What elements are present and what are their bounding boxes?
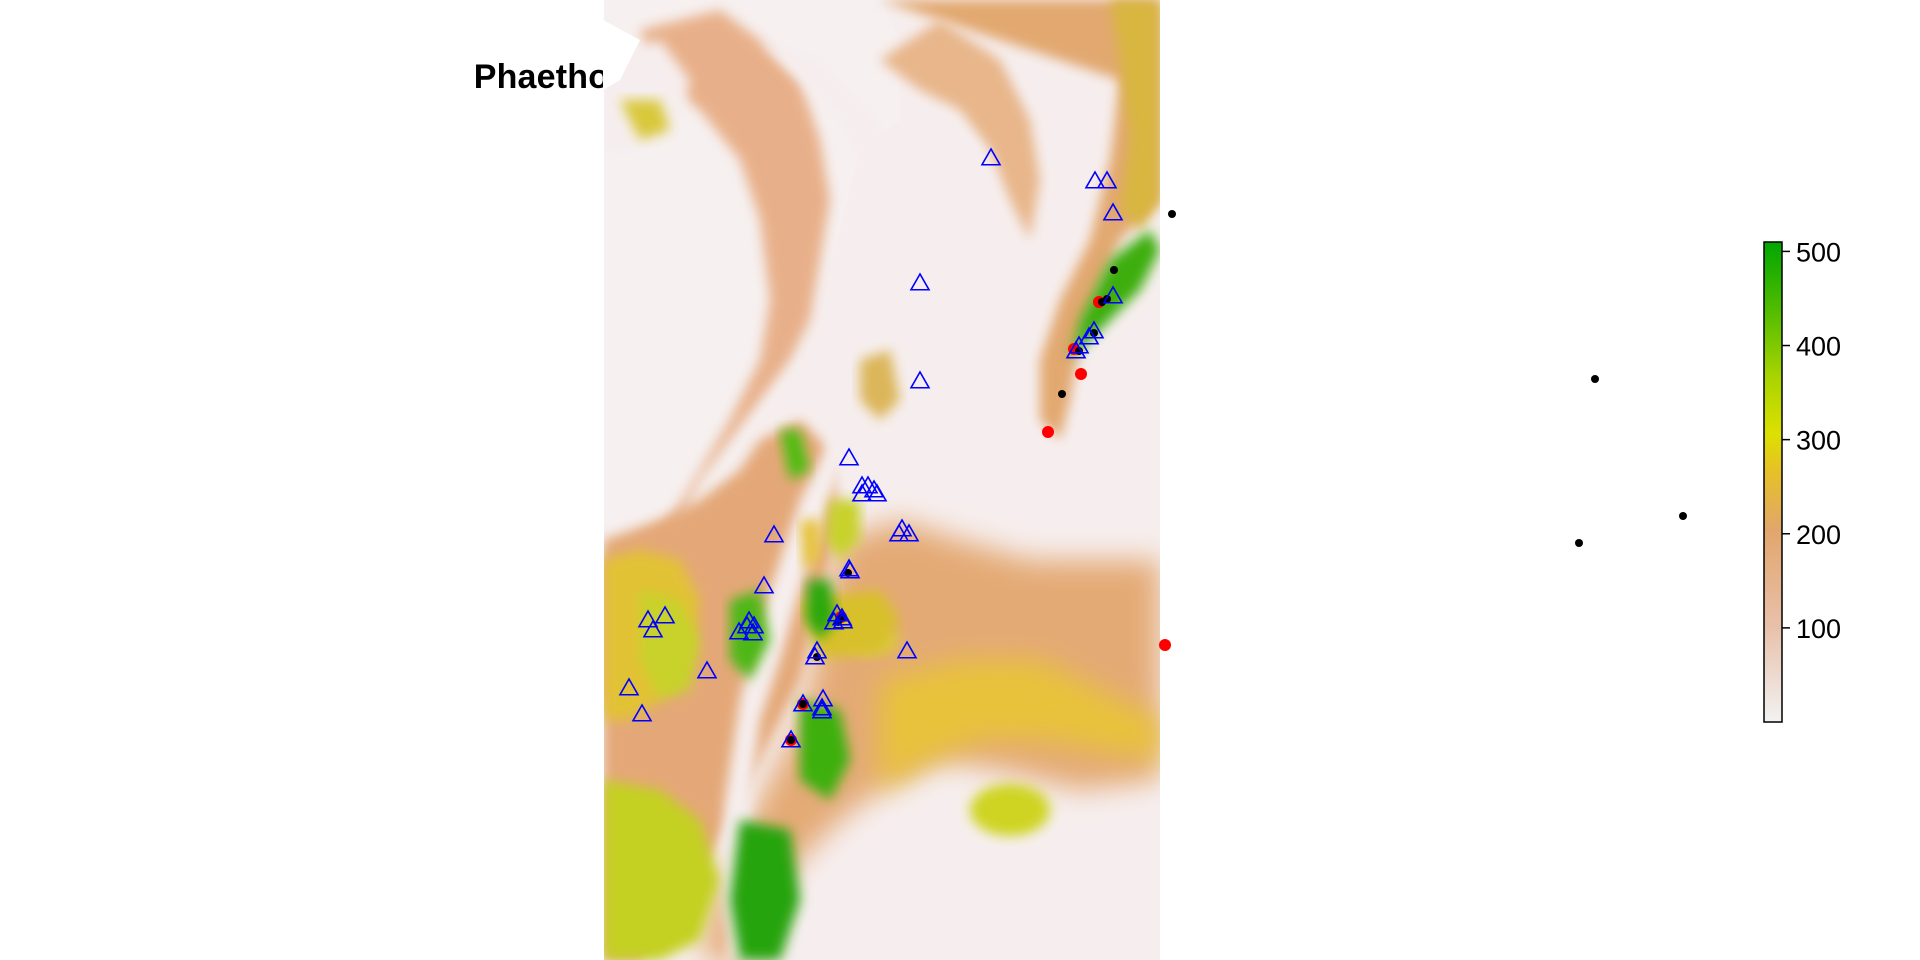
triangle-marker xyxy=(1078,326,1100,345)
triangle-marker xyxy=(898,523,920,542)
triangle-marker xyxy=(1096,170,1118,189)
triangle-marker xyxy=(839,560,861,579)
black-occurrence-dot xyxy=(1058,390,1066,398)
elevation-raster xyxy=(603,0,1160,960)
triangle-marker xyxy=(654,605,676,624)
triangle-marker xyxy=(1102,285,1124,304)
triangle-marker xyxy=(780,729,802,748)
black-occurrence-dot xyxy=(1168,210,1176,218)
triangle-marker xyxy=(838,447,860,466)
triangle-marker xyxy=(812,688,834,707)
red-occurrence-dot xyxy=(1159,639,1171,651)
triangle-marker xyxy=(811,700,833,719)
triangle-marker xyxy=(891,518,913,537)
triangle-marker xyxy=(806,640,828,659)
triangle-marker xyxy=(831,607,853,626)
red-occurrence-dot xyxy=(1042,426,1054,438)
triangle-marker xyxy=(753,575,775,594)
triangle-marker xyxy=(909,272,931,291)
triangle-marker xyxy=(642,619,664,638)
black-occurrence-dot xyxy=(1679,512,1687,520)
triangle-marker xyxy=(738,610,760,629)
black-occurrence-dot xyxy=(1110,266,1118,274)
triangle-marker xyxy=(980,147,1002,166)
triangle-marker xyxy=(851,483,873,502)
legend-tick-label: 400 xyxy=(1796,332,1841,362)
triangle-marker xyxy=(826,603,848,622)
triangle-marker xyxy=(1102,202,1124,221)
black-occurrence-dot xyxy=(1591,375,1599,383)
triangle-marker xyxy=(792,693,814,712)
red-occurrence-dot xyxy=(1075,368,1087,380)
triangle-marker xyxy=(909,370,931,389)
triangle-marker xyxy=(1084,170,1106,189)
legend-tick-label: 500 xyxy=(1796,237,1841,267)
triangle-marker xyxy=(811,697,833,716)
black-occurrence-dot xyxy=(787,736,795,744)
triangle-marker xyxy=(763,524,785,543)
legend-tick-label: 200 xyxy=(1796,520,1841,550)
triangle-marker xyxy=(618,677,640,696)
legend-tick-label: 300 xyxy=(1796,426,1841,456)
triangle-marker xyxy=(637,609,659,628)
occurrence-markers xyxy=(618,147,1687,748)
triangle-marker xyxy=(804,646,826,665)
triangle-marker xyxy=(696,660,718,679)
legend-colorbar xyxy=(1763,241,1783,723)
color-legend: 100 200 300 400 500 xyxy=(1763,237,1841,723)
triangle-marker xyxy=(728,621,750,640)
black-occurrence-dot xyxy=(1098,298,1106,306)
triangle-marker xyxy=(866,483,888,502)
triangle-marker xyxy=(1065,340,1087,359)
black-occurrence-dot xyxy=(1575,539,1583,547)
black-occurrence-dot xyxy=(799,700,807,708)
triangle-marker xyxy=(896,640,918,659)
triangle-marker xyxy=(631,703,653,722)
black-occurrence-dot xyxy=(1090,329,1098,337)
legend-tick-label: 100 xyxy=(1796,614,1841,644)
triangle-marker xyxy=(742,622,764,641)
